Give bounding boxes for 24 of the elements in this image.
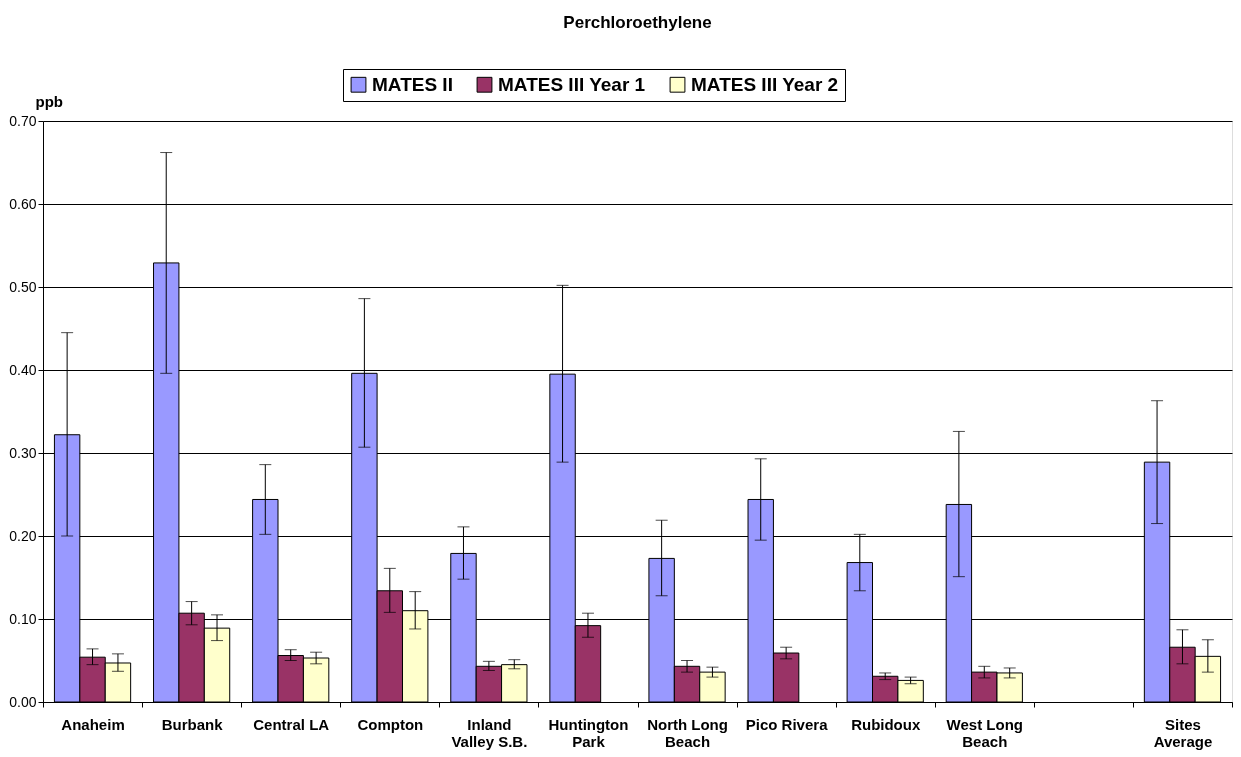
x-tick-label: North Long Beach	[647, 715, 728, 750]
x-tick-label: Rubidoux	[851, 715, 921, 733]
chart-title: Perchloroethylene	[563, 13, 712, 32]
y-tick-label: 0.30	[9, 444, 37, 461]
x-tick-label: Anaheim	[61, 715, 125, 733]
x-tick-label: West Long Beach	[946, 715, 1023, 750]
x-tick-label: Burbank	[161, 715, 224, 733]
y-tick-label: 0.00	[9, 693, 37, 710]
x-tick-label: Compton	[357, 715, 424, 733]
x-tick-label: Pico Rivera	[745, 715, 829, 733]
legend-label: MATES II	[372, 73, 453, 95]
y-tick-label: 0.60	[9, 195, 37, 212]
x-tick-label: Central LA	[253, 715, 330, 733]
legend-label: MATES III Year 1	[498, 73, 646, 95]
y-tick-label: 0.20	[9, 527, 37, 544]
x-tick-label: Inland Valley S.B.	[451, 715, 528, 750]
legend-label: MATES III Year 2	[691, 73, 839, 95]
x-tick-label: Sites Average	[1153, 715, 1213, 750]
y-axis-title: ppb	[35, 92, 63, 110]
y-tick-label: 0.40	[9, 361, 37, 378]
y-tick-label: 0.70	[9, 112, 37, 129]
y-tick-label: 0.50	[9, 278, 37, 295]
x-tick-label: Huntington Park	[548, 715, 629, 750]
y-tick-label: 0.10	[9, 610, 37, 627]
